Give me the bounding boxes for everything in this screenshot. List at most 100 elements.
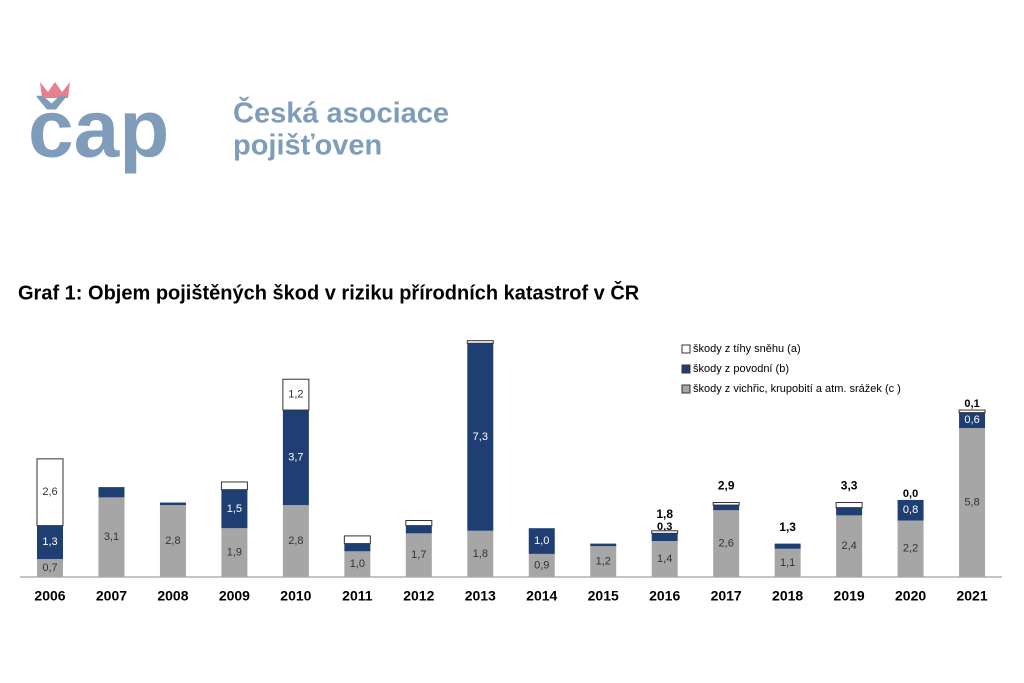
bar-segment bbox=[836, 515, 863, 577]
bar-segment bbox=[98, 497, 125, 577]
value-label: 1,9 bbox=[227, 547, 242, 559]
x-tick-label: 2018 bbox=[772, 588, 803, 604]
bar-segment bbox=[774, 548, 801, 577]
bar-segment bbox=[344, 543, 371, 552]
x-tick-label: 2010 bbox=[280, 588, 311, 604]
value-label: 0,7 bbox=[42, 562, 57, 574]
value-label: 2,6 bbox=[719, 538, 734, 550]
bar-segment bbox=[405, 533, 432, 577]
bar-segment bbox=[467, 343, 494, 531]
value-label: 1,2 bbox=[288, 389, 303, 401]
x-tick-label: 2007 bbox=[96, 588, 127, 604]
x-tick-label: 2016 bbox=[649, 588, 680, 604]
bar-segment bbox=[221, 489, 248, 529]
value-label: 0,1 bbox=[964, 398, 979, 410]
bar-segment bbox=[835, 502, 863, 509]
total-label: 2,9 bbox=[718, 479, 735, 493]
bar-segment bbox=[405, 525, 432, 534]
x-tick-label: 2006 bbox=[34, 588, 65, 604]
bar-segment bbox=[774, 543, 801, 549]
bar-segment bbox=[528, 553, 555, 577]
value-label: 3,7 bbox=[288, 451, 303, 463]
bar-segment bbox=[712, 502, 740, 506]
logo-crown bbox=[40, 82, 70, 98]
bar-segment bbox=[528, 528, 555, 554]
value-label: 1,4 bbox=[657, 553, 672, 565]
value-label: 3,1 bbox=[104, 531, 119, 543]
x-tick-label: 2015 bbox=[588, 588, 619, 604]
value-label: 1,3 bbox=[42, 536, 57, 548]
value-label: 2,2 bbox=[903, 543, 918, 555]
x-tick-label: 2021 bbox=[956, 588, 987, 604]
value-label: 1,0 bbox=[350, 558, 365, 570]
bar-segment bbox=[159, 505, 186, 577]
bar-segment bbox=[220, 481, 248, 491]
total-label: 1,8 bbox=[656, 507, 673, 521]
bar-segment bbox=[897, 499, 924, 521]
value-label: 0,0 bbox=[903, 488, 918, 500]
bar-segment bbox=[282, 505, 309, 577]
bar-segment bbox=[344, 551, 371, 577]
logo-mark: čap bbox=[28, 84, 169, 175]
value-label: 1,1 bbox=[780, 557, 795, 569]
logo-name: pojišťoven bbox=[233, 130, 382, 162]
bar-segment bbox=[651, 533, 678, 542]
bar-segment bbox=[466, 340, 494, 344]
bar-segment bbox=[713, 510, 740, 577]
value-label: 1,5 bbox=[227, 503, 242, 515]
x-tick-label: 2013 bbox=[465, 588, 496, 604]
bar-segment bbox=[651, 541, 678, 577]
bar-segment bbox=[405, 519, 433, 527]
bar-segment bbox=[590, 546, 617, 577]
value-label: 2,6 bbox=[42, 486, 57, 498]
value-label: 5,8 bbox=[964, 496, 979, 508]
x-tick-label: 2020 bbox=[895, 588, 926, 604]
bar-segment bbox=[713, 505, 740, 511]
total-label: 1,3 bbox=[779, 520, 796, 534]
value-label: 1,8 bbox=[473, 548, 488, 560]
legend-label: škody z tíhy sněhu (a) bbox=[693, 343, 801, 355]
value-label: 0,6 bbox=[964, 414, 979, 426]
x-tick-label: 2017 bbox=[711, 588, 742, 604]
legend-swatch bbox=[681, 384, 691, 394]
bar-segment bbox=[343, 535, 371, 545]
bar-segment bbox=[37, 559, 63, 577]
total-label: 3,3 bbox=[841, 479, 858, 493]
x-tick-label: 2014 bbox=[526, 588, 557, 604]
x-tick-label: 2012 bbox=[403, 588, 434, 604]
legend-swatch bbox=[681, 344, 691, 354]
bar-segment bbox=[897, 520, 924, 577]
logo-name: Česká asociace bbox=[233, 96, 449, 130]
bar-segment bbox=[836, 507, 863, 516]
bar-segment bbox=[959, 428, 986, 577]
value-label: 1,2 bbox=[596, 555, 611, 567]
value-label: 7,3 bbox=[473, 431, 488, 443]
x-tick-label: 2009 bbox=[219, 588, 250, 604]
value-label: 0,3 bbox=[657, 521, 672, 533]
bar-segment bbox=[467, 530, 494, 577]
x-tick-label: 2019 bbox=[834, 588, 865, 604]
bar-segment bbox=[282, 378, 310, 411]
bar-segment bbox=[651, 530, 679, 534]
value-label: 2,8 bbox=[288, 535, 303, 547]
legend-swatch bbox=[681, 364, 691, 374]
bar-segment bbox=[282, 410, 309, 506]
legend-label: škody z vichřic, krupobití a atm. srážek… bbox=[693, 383, 901, 395]
value-label: 2,8 bbox=[165, 535, 180, 547]
bar-segment bbox=[221, 528, 248, 577]
value-label: 0,8 bbox=[903, 504, 918, 516]
value-label: 1,7 bbox=[411, 549, 426, 561]
bar-segment bbox=[159, 502, 186, 506]
legend-label: škody z povodní (b) bbox=[693, 363, 789, 375]
value-label: 1,0 bbox=[534, 535, 549, 547]
bar-segment bbox=[98, 487, 125, 498]
value-label: 0,9 bbox=[534, 559, 549, 571]
bar-segment bbox=[959, 412, 986, 429]
bar-segment bbox=[590, 543, 617, 547]
chart-title: Graf 1: Objem pojištěných škod v riziku … bbox=[18, 280, 640, 304]
value-label: 2,4 bbox=[841, 540, 856, 552]
bar-segment bbox=[36, 458, 64, 527]
x-tick-label: 2011 bbox=[342, 588, 373, 604]
x-tick-label: 2008 bbox=[157, 588, 188, 604]
